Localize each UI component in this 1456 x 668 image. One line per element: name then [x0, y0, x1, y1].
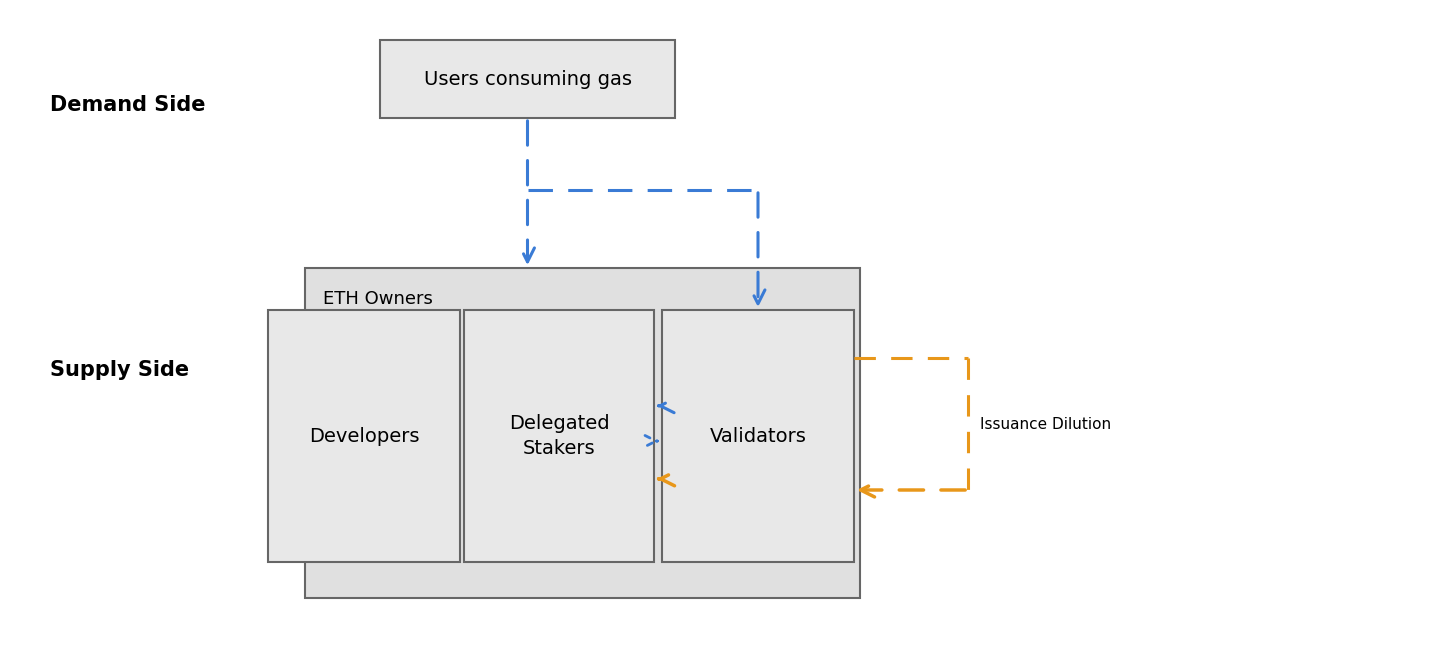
Text: ETH Owners: ETH Owners — [323, 290, 432, 308]
Text: Demand Side: Demand Side — [50, 95, 205, 115]
FancyBboxPatch shape — [380, 40, 676, 118]
FancyBboxPatch shape — [662, 310, 855, 562]
FancyBboxPatch shape — [268, 310, 460, 562]
Text: Delegated
Stakers: Delegated Stakers — [508, 414, 609, 458]
Text: Validators: Validators — [709, 426, 807, 446]
Text: Developers: Developers — [309, 426, 419, 446]
Text: Users consuming gas: Users consuming gas — [424, 69, 632, 88]
Text: Supply Side: Supply Side — [50, 360, 189, 380]
FancyBboxPatch shape — [304, 268, 860, 598]
FancyBboxPatch shape — [464, 310, 654, 562]
Text: Issuance Dilution: Issuance Dilution — [980, 417, 1111, 432]
